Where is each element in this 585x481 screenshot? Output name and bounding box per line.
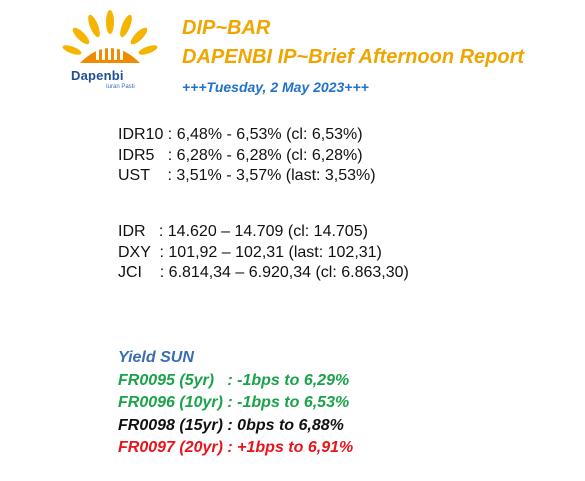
report-date: +++Tuesday, 2 May 2023+++ — [182, 79, 369, 95]
yield-sun-row-fr0096: FR0096 (10yr) : -1bps to 6,53% — [118, 394, 350, 411]
yield-sun-row-fr0095: FR0095 (5yr) : -1bps to 6,29% — [118, 371, 350, 389]
dapenbi-logo: Dapenbi Iuran Pasti — [50, 8, 170, 96]
report-subtitle: DAPENBI IP~Brief Afternoon Report — [182, 46, 525, 68]
market-row-jci: JCI : 6.814,34 – 6.920,34 (cl: 6.863,30) — [118, 264, 409, 281]
market-row-idr: IDR : 14.620 – 14.709 (cl: 14.705) — [118, 223, 368, 240]
yield-row-idr5: IDR5 : 6,28% - 6,28% (cl: 6,28%) — [118, 146, 363, 164]
market-block: IDR : 14.620 – 14.709 (cl: 14.705) DXY :… — [118, 222, 409, 284]
yield-row-idr10: IDR10 : 6,48% - 6,53% (cl: 6,53%) — [118, 126, 363, 143]
sun-logo-icon — [62, 10, 158, 63]
yield-sun-block: Yield SUN FR0095 (5yr) : -1bps to 6,29% … — [118, 347, 353, 460]
yield-block: IDR10 : 6,48% - 6,53% (cl: 6,53%) IDR5 :… — [118, 125, 376, 187]
yield-sun-row-fr0098: FR0098 (15yr) : 0bps to 6,88% — [118, 416, 344, 434]
yield-sun-heading: Yield SUN — [118, 349, 194, 366]
yield-sun-row-fr0097: FR0097 (20yr) : +1bps to 6,91% — [118, 439, 354, 456]
yield-row-ust: UST : 3,51% - 3,57% (last: 3,53%) — [118, 167, 376, 184]
logo-name: Dapenbi — [71, 68, 124, 83]
market-row-dxy: DXY : 101,92 – 102,31 (last: 102,31) — [118, 243, 382, 261]
logo-tagline: Iuran Pasti — [106, 84, 135, 90]
report-title: DIP~BAR — [182, 17, 271, 39]
